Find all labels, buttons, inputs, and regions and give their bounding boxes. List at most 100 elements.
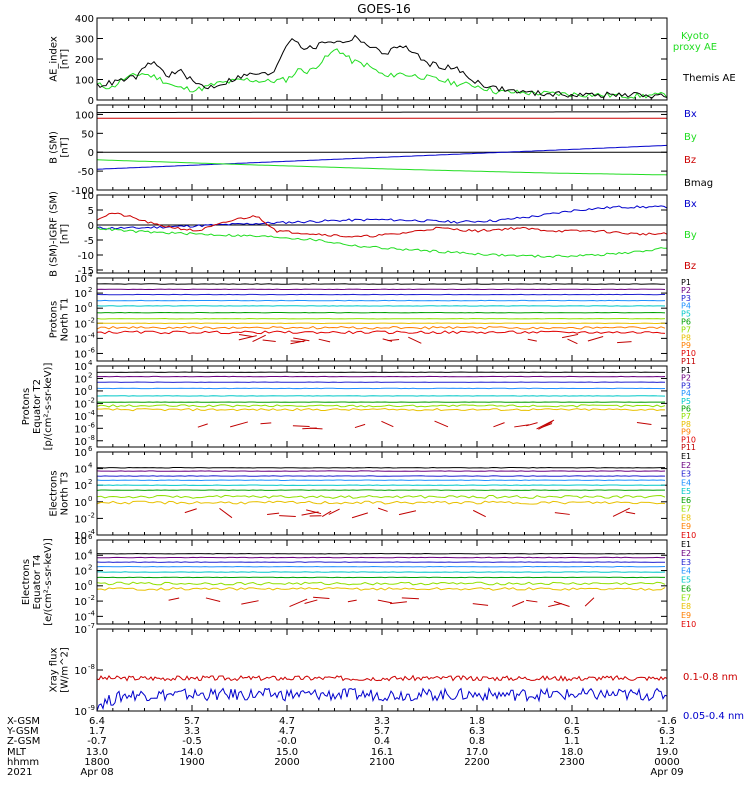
y-tick-label: 10 — [74, 304, 87, 315]
channel-line-2 — [97, 556, 666, 559]
channel-fragment — [292, 425, 310, 427]
legend-e2: E2 — [681, 461, 691, 470]
y-tick-label: 10 — [74, 349, 87, 360]
row-label: Y-GSM — [6, 726, 39, 737]
channel-fragment — [636, 422, 652, 426]
legend-p9: P9 — [681, 341, 691, 350]
channel-fragment — [230, 421, 248, 428]
y-axis-label: Xray flux — [49, 648, 60, 693]
channel-fragment — [390, 601, 407, 605]
row-label: Z-GSM — [7, 736, 40, 747]
channel-fragment — [262, 339, 276, 343]
legend-p3: P3 — [681, 294, 691, 303]
legend-e8: E8 — [681, 513, 691, 522]
series-line-bx — [96, 144, 668, 170]
y-tick-label: 10 — [74, 374, 87, 385]
y-tick-label: 10 — [74, 448, 87, 459]
legend-by: By — [684, 230, 697, 241]
legend-e9: E9 — [681, 522, 691, 531]
y-tick-exponent: 6 — [88, 533, 93, 541]
y-axis-label: Protons — [21, 388, 32, 425]
y-tick-label: 0 — [88, 221, 94, 232]
y-tick-label: 10 — [74, 399, 87, 410]
table-cell: 18.0 — [561, 747, 583, 758]
legend-e8: E8 — [681, 602, 691, 611]
y-axis-label: AE_index — [49, 36, 60, 82]
legend-p10: P10 — [681, 349, 696, 358]
y-tick-exponent: -2 — [88, 316, 95, 324]
y-axis-label: [p/(cm²-s-sr-keV)] — [43, 363, 54, 451]
y-tick-exponent: -8 — [88, 663, 95, 671]
legend-p11: P11 — [681, 443, 696, 452]
legend-p10: P10 — [681, 435, 696, 444]
table-cell: 14.0 — [181, 747, 203, 758]
channel-fragment — [241, 600, 259, 605]
channel-fragment — [321, 510, 332, 517]
legend-p4: P4 — [681, 302, 691, 311]
y-tick-label: 400 — [75, 14, 94, 25]
y-tick-exponent: 2 — [88, 478, 92, 486]
legend-e1: E1 — [681, 540, 691, 549]
channel-fragment — [584, 597, 595, 607]
y-tick-exponent: -2 — [88, 511, 95, 519]
panel-frame — [96, 194, 668, 274]
table-cell: 0.1 — [564, 716, 580, 727]
legend-bz: Bz — [684, 155, 696, 166]
y-tick-exponent: -2 — [88, 396, 95, 404]
legend-e5: E5 — [681, 487, 691, 496]
legend-p5: P5 — [681, 397, 691, 406]
y-tick-label: 100 — [75, 110, 94, 121]
y-tick-exponent: 0 — [88, 384, 92, 392]
panel-frame — [96, 628, 668, 712]
row-label: MLT — [7, 747, 27, 758]
legend-themis-ae: Themis AE — [682, 73, 736, 84]
table-cell: 4.7 — [279, 716, 295, 727]
table-cell: 2200 — [464, 757, 489, 768]
y-tick-label: 10 — [74, 567, 87, 578]
legend-p1: P1 — [681, 366, 691, 375]
y-tick-exponent: 2 — [88, 564, 92, 572]
channel-line-5 — [97, 571, 666, 573]
figure-title: GOES-16 — [357, 2, 411, 16]
legend-proxy-ae: proxy AE — [673, 42, 717, 53]
channel-line-8 — [96, 322, 666, 325]
y-tick-exponent: 4 — [88, 271, 93, 279]
channel-fragment — [567, 338, 578, 345]
legend-p5: P5 — [681, 310, 691, 319]
table-cell: 16.1 — [371, 747, 393, 758]
channel-fragment — [378, 507, 388, 512]
y-tick-exponent: 4 — [88, 548, 93, 556]
legend-e3: E3 — [681, 470, 691, 479]
legend-p4: P4 — [681, 389, 691, 398]
channel-fragment — [238, 335, 257, 341]
legend-p2: P2 — [681, 374, 691, 383]
channel-fragment — [304, 599, 318, 604]
channel-fragment — [168, 597, 180, 601]
legend-xray-short: 0.05-0.4 nm — [683, 711, 744, 722]
y-tick-exponent: 0 — [88, 579, 92, 587]
channel-fragment — [511, 600, 525, 607]
table-cell: 13.0 — [86, 747, 108, 758]
channel-fragment — [527, 338, 537, 342]
channel-line-4 — [96, 479, 666, 482]
table-cell: 3.3 — [374, 716, 390, 727]
channel-fragment — [290, 340, 304, 343]
table-cell: 1.1 — [564, 736, 580, 747]
y-tick-label: 10 — [74, 334, 87, 345]
channel-fragment — [625, 511, 636, 515]
table-cell: 0.8 — [469, 736, 485, 747]
table-cell: 15.0 — [276, 747, 298, 758]
channel-fragment — [328, 508, 340, 515]
series-line-bmag — [97, 111, 667, 114]
y-axis-label: [nT] — [60, 137, 71, 157]
legend-p3: P3 — [681, 381, 691, 390]
y-tick-exponent: -6 — [88, 421, 96, 429]
y-tick-label: 10 — [74, 362, 87, 373]
y-tick-label: 10 — [74, 536, 87, 547]
y-tick-label: 10 — [74, 289, 87, 300]
channel-fragment — [554, 512, 570, 515]
table-cell: -0.5 — [182, 736, 202, 747]
y-tick-label: -100 — [71, 186, 94, 197]
table-cell: 1.8 — [469, 716, 485, 727]
